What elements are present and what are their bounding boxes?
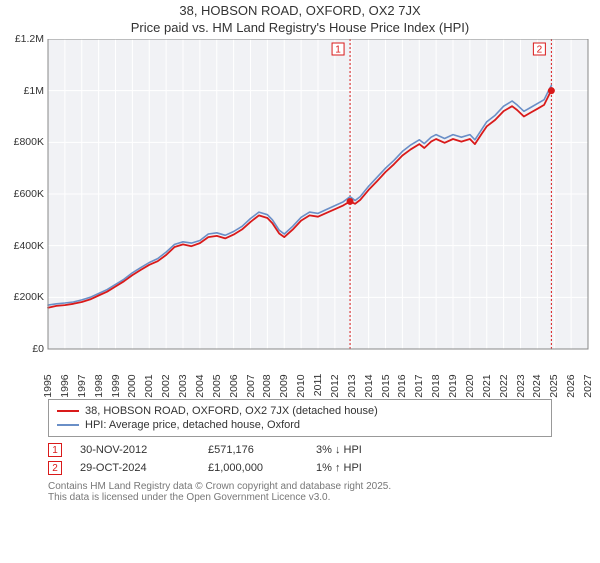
svg-text:1: 1	[335, 45, 341, 56]
x-tick: 2006	[228, 374, 240, 397]
x-tick: 2007	[245, 374, 257, 397]
x-tick: 1996	[59, 374, 71, 397]
title-address: 38, HOBSON ROAD, OXFORD, OX2 7JX	[0, 3, 600, 18]
x-tick: 2010	[295, 374, 307, 397]
x-tick: 2012	[329, 374, 341, 397]
sale-row: 1 30-NOV-2012 £571,176 3% ↓ HPI	[48, 441, 552, 459]
sale-price: £571,176	[208, 444, 298, 456]
legend-swatch	[57, 424, 79, 426]
legend-swatch	[57, 410, 79, 412]
x-tick: 1997	[76, 374, 88, 397]
x-axis-labels: 1995199619971998199920002001200220032004…	[0, 351, 600, 391]
x-tick: 2023	[515, 374, 527, 397]
x-tick: 2004	[194, 374, 206, 397]
x-tick: 2013	[346, 374, 358, 397]
x-tick: 1998	[93, 374, 105, 397]
x-tick: 2024	[531, 374, 543, 397]
footer-licence: This data is licensed under the Open Gov…	[48, 492, 552, 503]
legend-label: 38, HOBSON ROAD, OXFORD, OX2 7JX (detach…	[85, 405, 378, 417]
sale-row: 2 29-OCT-2024 £1,000,000 1% ↑ HPI	[48, 459, 552, 477]
legend-item: HPI: Average price, detached house, Oxfo…	[57, 418, 543, 432]
x-tick: 2027	[582, 374, 594, 397]
title-subtitle: Price paid vs. HM Land Registry's House …	[0, 20, 600, 35]
x-tick: 2011	[312, 374, 324, 397]
x-tick: 2020	[464, 374, 476, 397]
x-tick: 2000	[126, 374, 138, 397]
legend-item: 38, HOBSON ROAD, OXFORD, OX2 7JX (detach…	[57, 404, 543, 418]
x-tick: 2022	[498, 374, 510, 397]
x-tick: 2014	[363, 374, 375, 397]
x-tick: 2001	[143, 374, 155, 397]
x-tick: 2005	[211, 374, 223, 397]
sale-delta: 1% ↑ HPI	[316, 462, 396, 474]
sales-table: 1 30-NOV-2012 £571,176 3% ↓ HPI 2 29-OCT-2024…	[48, 441, 552, 477]
sale-marker-number: 1	[48, 443, 62, 457]
x-tick: 2009	[278, 374, 290, 397]
x-tick: 2003	[177, 374, 189, 397]
price-chart: 12	[0, 39, 600, 351]
x-tick: 2008	[261, 374, 273, 397]
sale-marker-number: 2	[48, 461, 62, 475]
x-tick: 2026	[565, 374, 577, 397]
x-tick: 2021	[481, 374, 493, 397]
chart-container: £0£200K£400K£600K£800K£1M£1.2M 12 199519…	[0, 39, 600, 393]
x-tick: 1995	[42, 374, 54, 397]
x-tick: 2017	[413, 374, 425, 397]
x-tick: 2016	[396, 374, 408, 397]
x-tick: 1999	[110, 374, 122, 397]
x-tick: 2018	[430, 374, 442, 397]
svg-text:2: 2	[537, 45, 543, 56]
sale-delta: 3% ↓ HPI	[316, 444, 396, 456]
x-tick: 2015	[380, 374, 392, 397]
sale-price: £1,000,000	[208, 462, 298, 474]
sale-date: 30-NOV-2012	[80, 444, 190, 456]
x-tick: 2002	[160, 374, 172, 397]
x-tick: 2019	[447, 374, 459, 397]
x-tick: 2025	[548, 374, 560, 397]
footer-copyright: Contains HM Land Registry data © Crown c…	[48, 481, 552, 492]
legend-label: HPI: Average price, detached house, Oxfo…	[85, 419, 300, 431]
sale-date: 29-OCT-2024	[80, 462, 190, 474]
legend: 38, HOBSON ROAD, OXFORD, OX2 7JX (detach…	[48, 399, 552, 437]
